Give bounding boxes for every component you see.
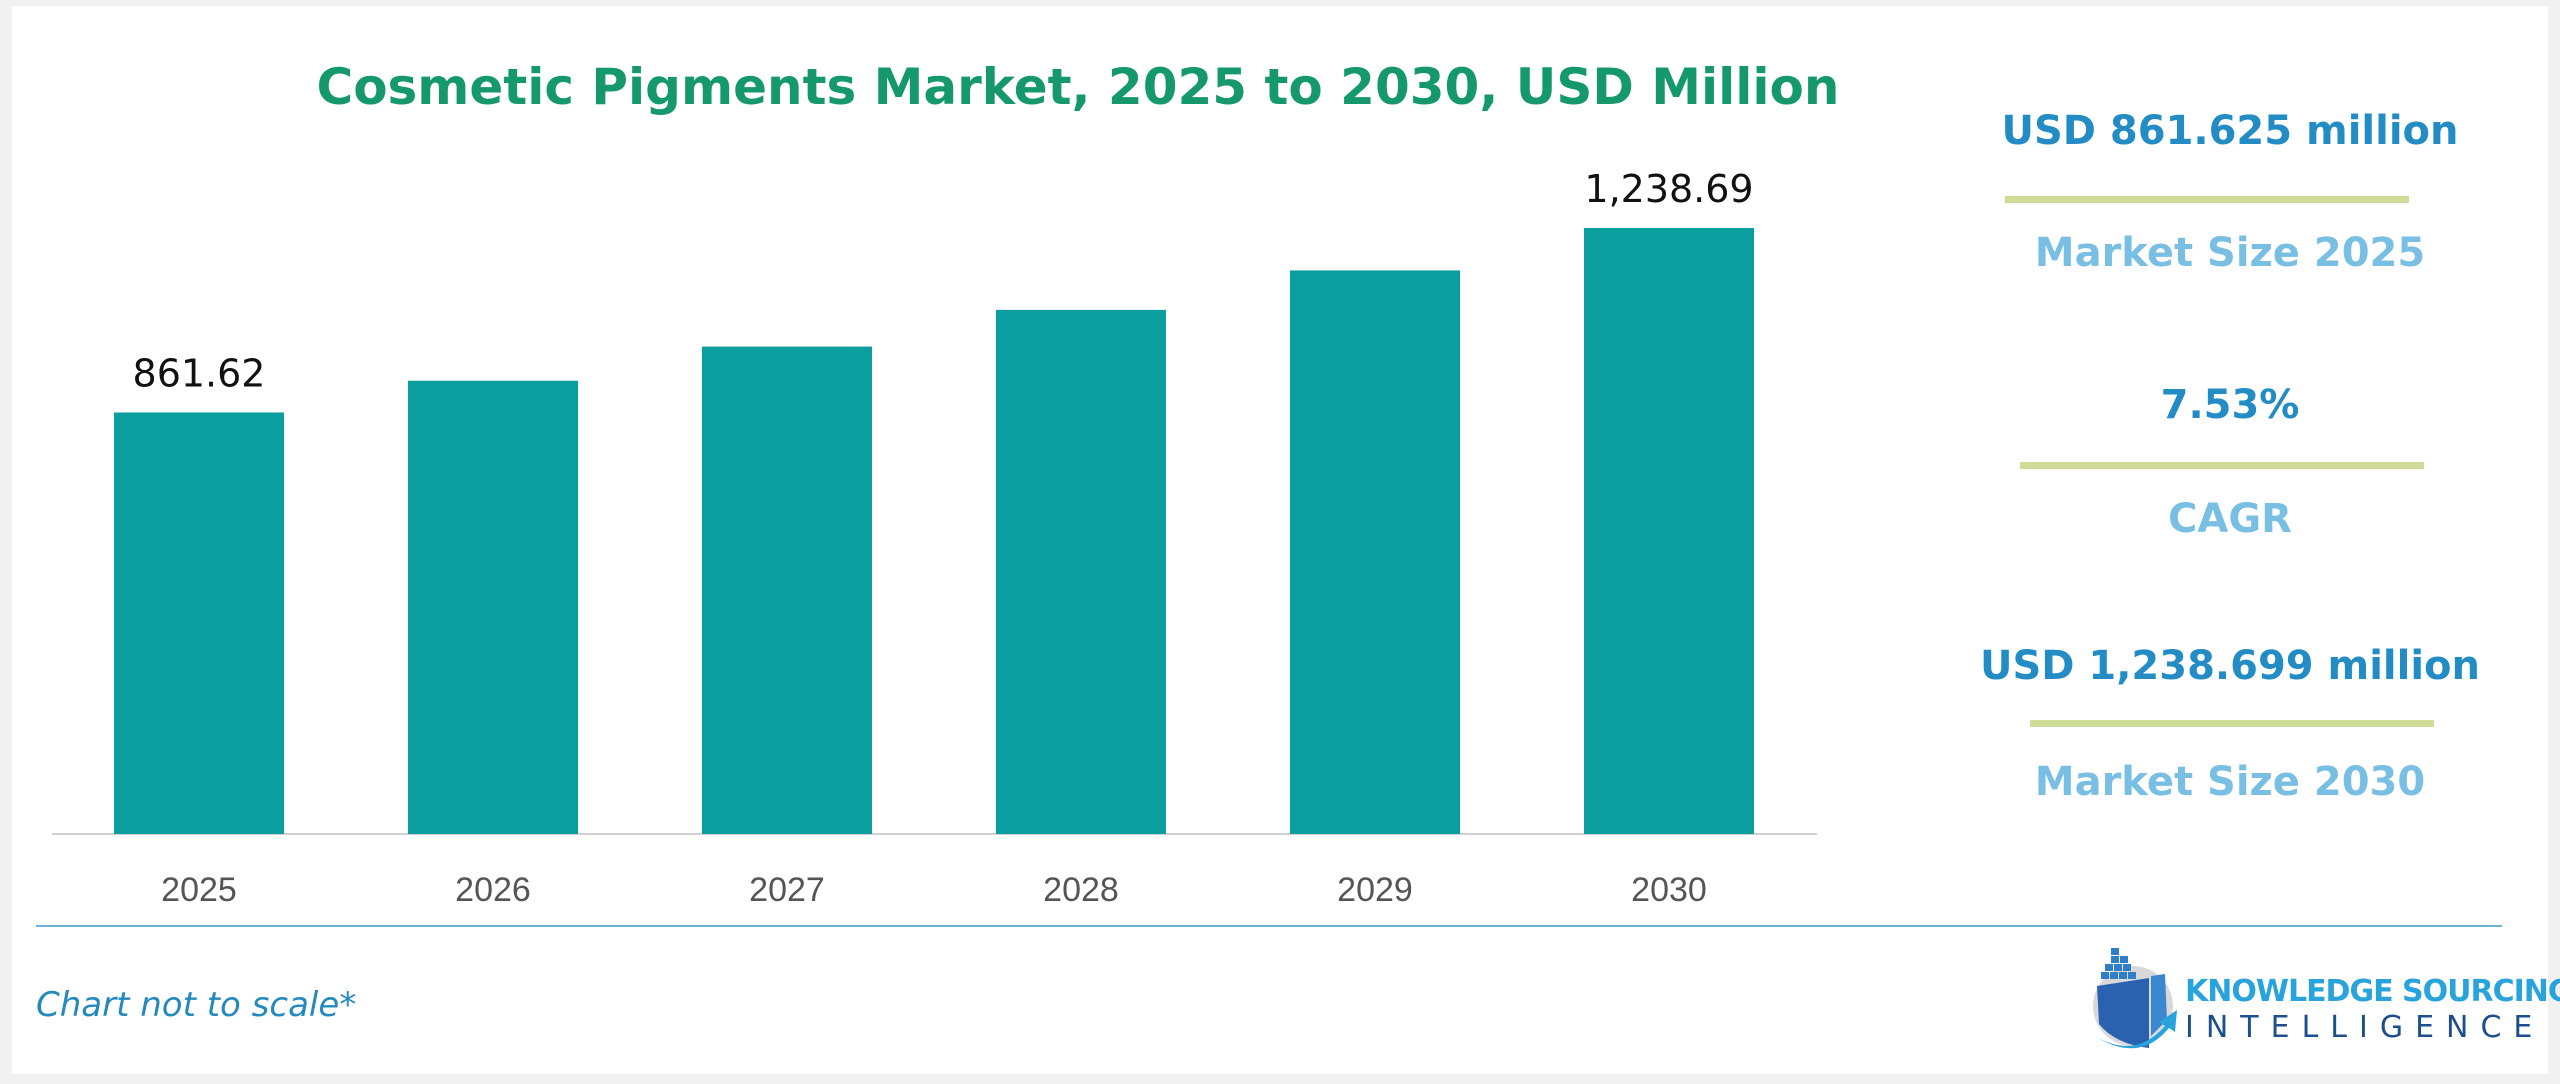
chart-title: Cosmetic Pigments Market, 2025 to 2030, … bbox=[316, 58, 1840, 116]
x-tick-label: 2030 bbox=[1631, 871, 1707, 909]
kpi-divider bbox=[2005, 196, 2409, 203]
kpi-cagr-value: 7.53% bbox=[2160, 382, 2300, 428]
bar-2026 bbox=[408, 380, 578, 834]
data-label: 1,238.69 bbox=[1584, 167, 1753, 211]
x-tick-label: 2029 bbox=[1337, 871, 1413, 909]
kpi-divider bbox=[2030, 720, 2434, 727]
bar-2028 bbox=[996, 309, 1166, 835]
bar-2025 bbox=[114, 412, 284, 834]
bar-2029 bbox=[1290, 270, 1460, 835]
logo-text-primary: KNOWLEDGE SOURCING bbox=[2185, 974, 2560, 1009]
bar-2030 bbox=[1584, 228, 1754, 834]
x-tick-label: 2026 bbox=[455, 871, 531, 909]
bar-2027 bbox=[702, 346, 872, 834]
x-tick-label: 2025 bbox=[161, 871, 237, 909]
x-tick-label: 2027 bbox=[749, 871, 825, 909]
chart-note: Chart not to scale* bbox=[36, 985, 357, 1025]
company-logo: KNOWLEDGE SOURCING INTELLIGENCE bbox=[2085, 940, 2560, 1060]
kpi-market-size-2030-value: USD 1,238.699 million bbox=[1979, 643, 2481, 689]
data-label: 861.62 bbox=[133, 351, 266, 395]
kpi-divider bbox=[2020, 462, 2424, 469]
logo-emblem-icon bbox=[2093, 948, 2177, 1049]
kpi-cagr-label: CAGR bbox=[2168, 496, 2292, 542]
kpi-market-size-2025-label: Market Size 2025 bbox=[2034, 230, 2426, 276]
logo-text-secondary: INTELLIGENCE bbox=[2185, 1010, 2545, 1045]
footer-divider bbox=[36, 925, 2502, 927]
bar-chart: 2025 861.62 2026 2027 2028 2029 2030 1,238.69 bbox=[52, 167, 1817, 909]
x-tick-label: 2028 bbox=[1043, 871, 1119, 909]
kpi-market-size-2030-label: Market Size 2030 bbox=[2034, 759, 2426, 805]
kpi-market-size-2025-value: USD 861.625 million bbox=[2001, 108, 2459, 154]
